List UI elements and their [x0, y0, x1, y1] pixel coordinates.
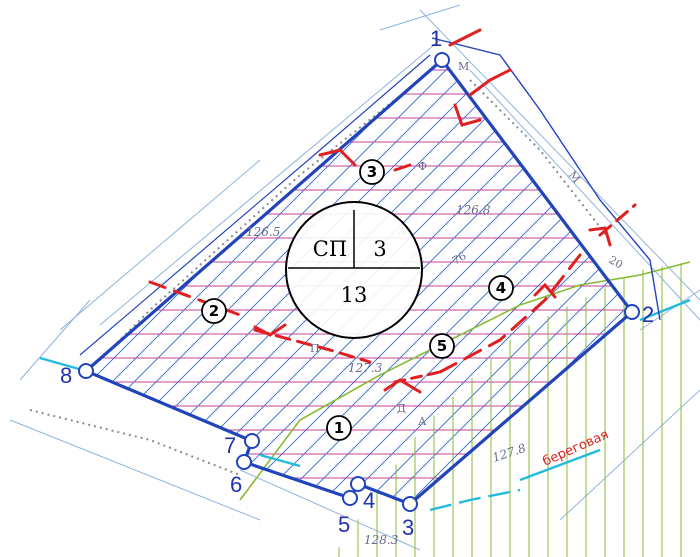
zone-marker-1: 1: [326, 415, 352, 441]
elevation-label: 126.8: [456, 203, 491, 217]
hatch-line: [307, 60, 632, 504]
fence-lines: [29, 79, 611, 476]
hatch-line: [86, 60, 517, 504]
stamp-zone-code: СП: [313, 237, 347, 261]
outer-boundary-line: [431, 37, 661, 321]
stamp-zone-number: 3: [373, 237, 386, 261]
vertex-label-7: 7: [224, 433, 236, 458]
zone-markers: 1 2 3 4 5: [201, 159, 514, 441]
hatch-line: [263, 60, 632, 504]
hatch-line: [483, 60, 632, 504]
hatch-line: [351, 60, 632, 504]
hatch-line: [285, 60, 632, 504]
green-boundary-line: [239, 261, 691, 501]
vertex-label-5: 5: [338, 512, 350, 537]
map-letter: Ф: [418, 160, 427, 173]
zone-number: 1: [334, 419, 344, 437]
background-survey-lines: [9, 4, 700, 551]
map-letter: 20: [607, 253, 626, 271]
hatch-line: [86, 60, 121, 504]
hatch-line: [527, 60, 632, 504]
vertex-marker-1: [434, 52, 450, 68]
zone-number: 3: [367, 163, 377, 181]
vertex-label-8: 8: [60, 363, 72, 388]
elevation-label: 127.3: [348, 361, 383, 375]
vertex-label-2: 2: [642, 302, 654, 327]
zone-number: 5: [437, 337, 447, 355]
stamp-sheet-number: 13: [341, 283, 368, 307]
vertex-marker-4: [350, 476, 366, 492]
vertex-label-6: 6: [230, 472, 242, 497]
zone-marker-4: 4: [488, 275, 514, 301]
zoning-stamp: СП 3 13: [285, 201, 423, 339]
hatch-line: [86, 60, 231, 504]
hatch-line: [175, 60, 632, 504]
vertex-marker-3: [402, 496, 418, 512]
zone-number: 2: [209, 302, 219, 320]
vertex-label-3: 3: [402, 515, 414, 540]
vertex-labels: 1 2 3 4 5 6 7 8: [60, 26, 654, 540]
zone-marker-5: 5: [429, 333, 455, 359]
vertex-label-4: 4: [363, 488, 375, 513]
hatch-line: [86, 60, 297, 504]
hatch-line: [86, 60, 253, 504]
hatch-line: [86, 60, 165, 504]
vertex-marker-5: [342, 490, 358, 506]
cyan-lines: [39, 298, 691, 512]
street-label: береговая: [541, 427, 612, 469]
vertex-marker-8: [78, 363, 94, 379]
vertex-marker-2: [624, 304, 640, 320]
map-letter: Д: [397, 402, 406, 415]
map-letter: П: [310, 342, 320, 355]
map-letter: А: [418, 415, 427, 428]
zone-number: 4: [496, 279, 506, 297]
hatch-line: [86, 60, 187, 504]
vertex-marker-6: [236, 454, 252, 470]
hatch-line: [86, 60, 319, 504]
zone-marker-3: 3: [359, 159, 385, 185]
map-letter: 76: [450, 249, 469, 267]
zone-marker-2: 2: [201, 298, 227, 324]
vertex-marker-7: [244, 433, 260, 449]
hatch-line: [241, 60, 632, 504]
elevation-label: 128.3: [364, 533, 399, 547]
hatch-line: [86, 60, 539, 504]
hatch-line: [660, 0, 700, 557]
hatch-line: [682, 0, 700, 557]
hatch-line: [638, 0, 700, 557]
elevation-label: 127.8: [491, 441, 528, 465]
hatch-line: [549, 60, 632, 504]
hatch-line: [197, 60, 632, 504]
boundary-vertices: [78, 52, 640, 512]
hatch-line: [615, 60, 632, 504]
vertex-label-1: 1: [430, 26, 442, 51]
map-letter: М: [458, 60, 469, 73]
elevation-label: 126.5: [246, 225, 280, 239]
hatch-line: [86, 60, 209, 504]
